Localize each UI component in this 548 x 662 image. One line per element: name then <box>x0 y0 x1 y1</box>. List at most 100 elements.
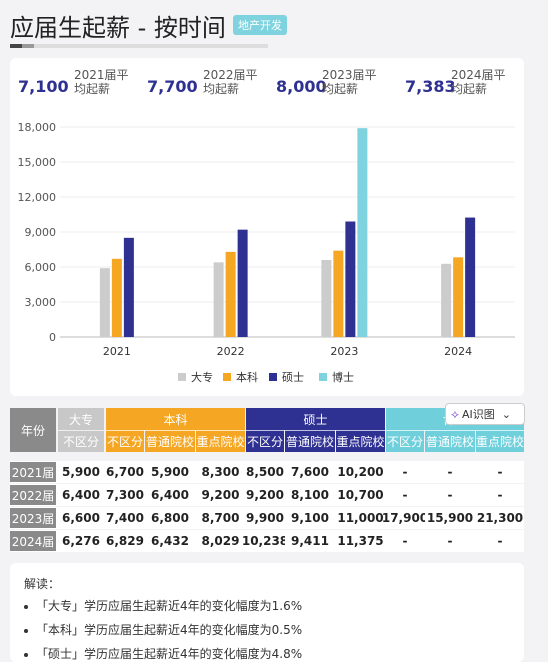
y-tick-label: 0 <box>49 331 56 344</box>
table-cell: 7,600 <box>285 462 335 482</box>
row-year: 2023届 <box>10 508 56 528</box>
bullet-icon <box>24 652 28 657</box>
table-cell: 7,300 <box>106 485 144 505</box>
sub-header: 重点院校 <box>336 430 385 452</box>
legend-label[interactable]: 大专 <box>191 370 213 384</box>
stat-value: 8,000 <box>276 77 327 96</box>
table-cell: 8,500 <box>246 462 284 482</box>
table-cell: 11,000 <box>336 508 385 528</box>
analysis-text: 「本科」学历应届生起薪近4年的变化幅度为0.5% <box>36 623 303 637</box>
sub-header: 重点院校 <box>196 430 245 452</box>
bar-本科-2023[interactable] <box>333 250 344 337</box>
chart-card: 7,100 2021届平均起薪 7,700 2022届平均起薪 8,000 20… <box>10 58 524 396</box>
legend-swatch[interactable] <box>319 373 327 381</box>
group-header: 硕士 <box>246 408 385 430</box>
x-tick-label: 2022 <box>217 345 245 358</box>
table-cell: 21,300 <box>476 508 524 528</box>
stat-label: 2022届平均起薪 <box>203 68 258 96</box>
y-tick-label: 9,000 <box>25 226 57 239</box>
bar-大专-2022[interactable] <box>213 262 224 337</box>
table-cell: - <box>425 485 475 505</box>
bar-大专-2023[interactable] <box>321 260 332 337</box>
legend-label[interactable]: 本科 <box>236 370 258 384</box>
analysis-item: 「硕士」学历应届生起薪近4年的变化幅度为4.8% <box>24 645 302 662</box>
table-cell: - <box>425 531 475 551</box>
y-tick-label: 3,000 <box>25 296 57 309</box>
table-cell: 8,700 <box>196 508 245 528</box>
bar-大专-2021[interactable] <box>99 268 110 337</box>
table-cell: 17,900 <box>382 508 428 528</box>
stat-value: 7,700 <box>147 77 198 96</box>
table-cell: 11,375 <box>336 531 385 551</box>
bar-硕士-2023[interactable] <box>345 221 356 338</box>
bar-硕士-2022[interactable] <box>237 229 248 337</box>
table-cell: 9,900 <box>246 508 284 528</box>
stat-2022: 7,700 2022届平均起薪 <box>147 68 275 100</box>
legend-label[interactable]: 博士 <box>332 371 354 384</box>
ai-button-label: AI识图 <box>461 408 495 421</box>
table-cell: 15,900 <box>425 508 475 528</box>
analysis-item: 「本科」学历应届生起薪近4年的变化幅度为0.5% <box>24 621 302 638</box>
table-cell: - <box>386 531 424 551</box>
page-header: 应届生起薪 - 按时间 地产开发 <box>0 0 548 56</box>
bar-博士-2023[interactable] <box>357 128 368 337</box>
table-cell: 6,276 <box>58 531 104 551</box>
salary-bar-chart: 0 3,000 6,000 9,000 12,000 15,000 18,000 2021 20… <box>18 121 515 384</box>
page-title: 应届生起薪 - 按时间 <box>10 14 226 42</box>
table-cell: 8,100 <box>285 485 335 505</box>
y-tick-label: 18,000 <box>18 121 57 134</box>
analysis-text: 「大专」学历应届生起薪近4年的变化幅度为1.6% <box>36 599 303 613</box>
table-cell: 9,411 <box>285 531 335 551</box>
x-tick-label: 2021 <box>103 345 131 358</box>
table-cell: - <box>425 462 475 482</box>
table-cell: - <box>386 485 424 505</box>
legend-swatch[interactable] <box>223 373 231 381</box>
sub-header: 不区分 <box>106 430 144 452</box>
table-cell: 6,400 <box>58 485 104 505</box>
table-cell: 7,400 <box>106 508 144 528</box>
table-cell: 5,900 <box>58 462 104 482</box>
table-cell: - <box>476 485 524 505</box>
table-cell: 6,400 <box>145 485 195 505</box>
group-header: 本科 <box>106 408 245 430</box>
legend-label[interactable]: 硕士 <box>282 371 304 384</box>
table-cell: 6,800 <box>145 508 195 528</box>
legend-swatch[interactable] <box>178 373 186 381</box>
sub-header: 不区分 <box>246 430 284 452</box>
legend-swatch[interactable] <box>269 373 277 381</box>
y-tick-label: 6,000 <box>25 261 57 274</box>
bar-硕士-2021[interactable] <box>123 237 134 337</box>
ai-icon: ⟡ <box>451 406 459 421</box>
table-cell: - <box>476 531 524 551</box>
group-header: 大专 <box>58 408 104 430</box>
x-tick-label: 2023 <box>330 345 358 358</box>
sub-header: 普通院校 <box>285 430 335 452</box>
table-cell: 8,029 <box>196 531 245 551</box>
table-cell: 10,238 <box>242 531 288 551</box>
table-cell: 6,700 <box>106 462 144 482</box>
stat-2024: 7,383 2024届平均起薪 <box>405 68 533 100</box>
table-cell: 6,600 <box>58 508 104 528</box>
bar-硕士-2024[interactable] <box>465 217 476 337</box>
table-cell: 9,200 <box>246 485 284 505</box>
industry-tag[interactable]: 地产开发 <box>233 15 287 35</box>
bar-本科-2021[interactable] <box>111 258 122 337</box>
stat-label: 2024届平均起薪 <box>451 68 506 96</box>
ai-recognize-button[interactable]: ⟡ AI识图 ⌄ <box>445 403 525 425</box>
bullet-icon <box>24 604 28 609</box>
bar-大专-2024[interactable] <box>441 263 452 337</box>
chevron-down-icon: ⌄ <box>501 407 511 421</box>
stat-value: 7,100 <box>18 77 69 96</box>
sub-header: 重点院校 <box>476 430 524 452</box>
table-cell: 8,300 <box>196 462 245 482</box>
bar-本科-2024[interactable] <box>453 257 464 337</box>
analysis-heading: 解读： <box>24 577 61 591</box>
table-cell: 6,432 <box>145 531 195 551</box>
table-cell: 9,200 <box>196 485 245 505</box>
table-cell: 6,829 <box>106 531 144 551</box>
table-cell: 5,900 <box>145 462 195 482</box>
stat-2023: 8,000 2023届平均起薪 <box>276 68 404 100</box>
stat-2021: 7,100 2021届平均起薪 <box>18 68 146 100</box>
sub-header: 不区分 <box>386 430 424 452</box>
bar-本科-2022[interactable] <box>225 251 236 337</box>
